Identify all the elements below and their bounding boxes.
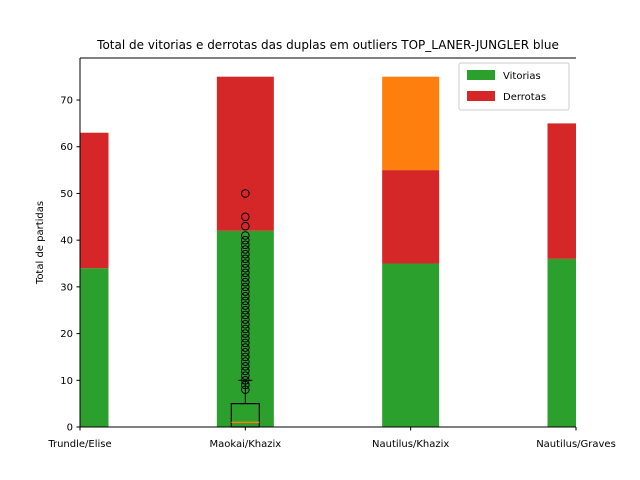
boxplot-outlier-19 xyxy=(241,296,250,306)
boxplot-outlier-24 xyxy=(241,273,250,282)
boxplot-outlier-21 xyxy=(241,287,250,296)
boxplot-outlier-5 xyxy=(241,361,250,371)
chart-title: Total de vitorias e derrotas das duplas … xyxy=(96,38,559,52)
boxplot-outlier-26 xyxy=(241,263,250,273)
boxplot-outlier-15 xyxy=(241,315,250,324)
boxplot-outlier-30 xyxy=(241,245,250,254)
boxplot-outlier-4 xyxy=(241,366,250,376)
legend-swatch-derrotas xyxy=(467,91,495,101)
boxplot-outlier-12 xyxy=(241,329,250,338)
boxplot-outlier-28 xyxy=(241,254,250,264)
bar-vitorias-2 xyxy=(382,263,440,427)
axes-group: 0 10 20 30 40 50 60 70 Trundle/Elise Maokai/Khazi… xyxy=(47,57,616,450)
boxplot-outlier-35 xyxy=(241,212,250,222)
bar-derrotas-3 xyxy=(547,123,576,259)
boxplot-outlier-31 xyxy=(241,240,250,250)
bar-derrotas-1 xyxy=(216,76,274,231)
legend-swatch-vitorias xyxy=(467,70,495,80)
boxplot-outlier-27 xyxy=(241,259,250,268)
y-axis-label: Total de partidas xyxy=(35,201,46,285)
x-tick-label-1: Maokai/Khazix xyxy=(209,439,281,450)
y-tick-label-7: 70 xyxy=(60,96,73,107)
legend-label-derrotas: Derrotas xyxy=(503,92,546,103)
y-tick-label-0: 0 xyxy=(67,423,73,434)
boxplot-outlier-6 xyxy=(241,357,250,366)
boxplot-outlier-16 xyxy=(241,310,250,320)
boxplot-outlier-34 xyxy=(241,221,250,231)
boxplot-outlier-11 xyxy=(241,333,250,343)
y-tick-label-3: 30 xyxy=(60,282,73,293)
boxplot-outlier-1 xyxy=(241,380,250,390)
boxplot-outlier-3 xyxy=(241,371,250,380)
boxplot-outlier-8 xyxy=(241,347,250,357)
boxplot-outlier-17 xyxy=(241,305,250,315)
y-tick-label-5: 50 xyxy=(60,189,73,200)
boxplot-outlier-2 xyxy=(241,375,250,385)
boxplot-outlier-14 xyxy=(241,319,250,329)
boxplot-outlier-22 xyxy=(241,282,250,292)
boxplot-outlier-9 xyxy=(241,343,250,352)
x-tick-label-2: Nautilus/Khazix xyxy=(372,439,449,450)
y-tick-label-2: 20 xyxy=(60,329,73,340)
bars-group xyxy=(80,76,576,427)
bar-derrotas-2 xyxy=(382,170,440,264)
legend-label-vitorias: Vitorias xyxy=(503,71,541,82)
x-tick-label-0: Trundle/Elise xyxy=(47,439,111,450)
bar-series-2-2 xyxy=(382,76,440,171)
boxplot-outlier-33 xyxy=(241,231,250,240)
boxplot-outlier-13 xyxy=(241,324,250,334)
y-tick-label-6: 60 xyxy=(60,142,73,153)
y-tick-label-1: 10 xyxy=(60,376,73,387)
boxplot-outlier-23 xyxy=(241,277,250,287)
boxplot-outlier-32 xyxy=(241,235,250,245)
boxplot-outlier-20 xyxy=(241,291,250,301)
boxplot-outlier-7 xyxy=(241,352,250,362)
x-tick-label-3: Nautilus/Graves xyxy=(536,439,616,450)
bar-vitorias-3 xyxy=(547,258,576,427)
bar-derrotas-0 xyxy=(80,132,109,269)
y-tick-label-4: 40 xyxy=(60,236,73,247)
boxplot-outlier-0 xyxy=(241,385,250,394)
boxplot-outlier-25 xyxy=(241,268,250,278)
bar-vitorias-0 xyxy=(80,268,109,427)
boxplot-outlier-18 xyxy=(241,301,250,310)
legend: Vitorias Derrotas xyxy=(458,62,570,111)
boxplot-outlier-29 xyxy=(241,249,250,259)
boxplot-outlier-36 xyxy=(241,189,250,198)
boxplot-outlier-10 xyxy=(241,338,250,348)
